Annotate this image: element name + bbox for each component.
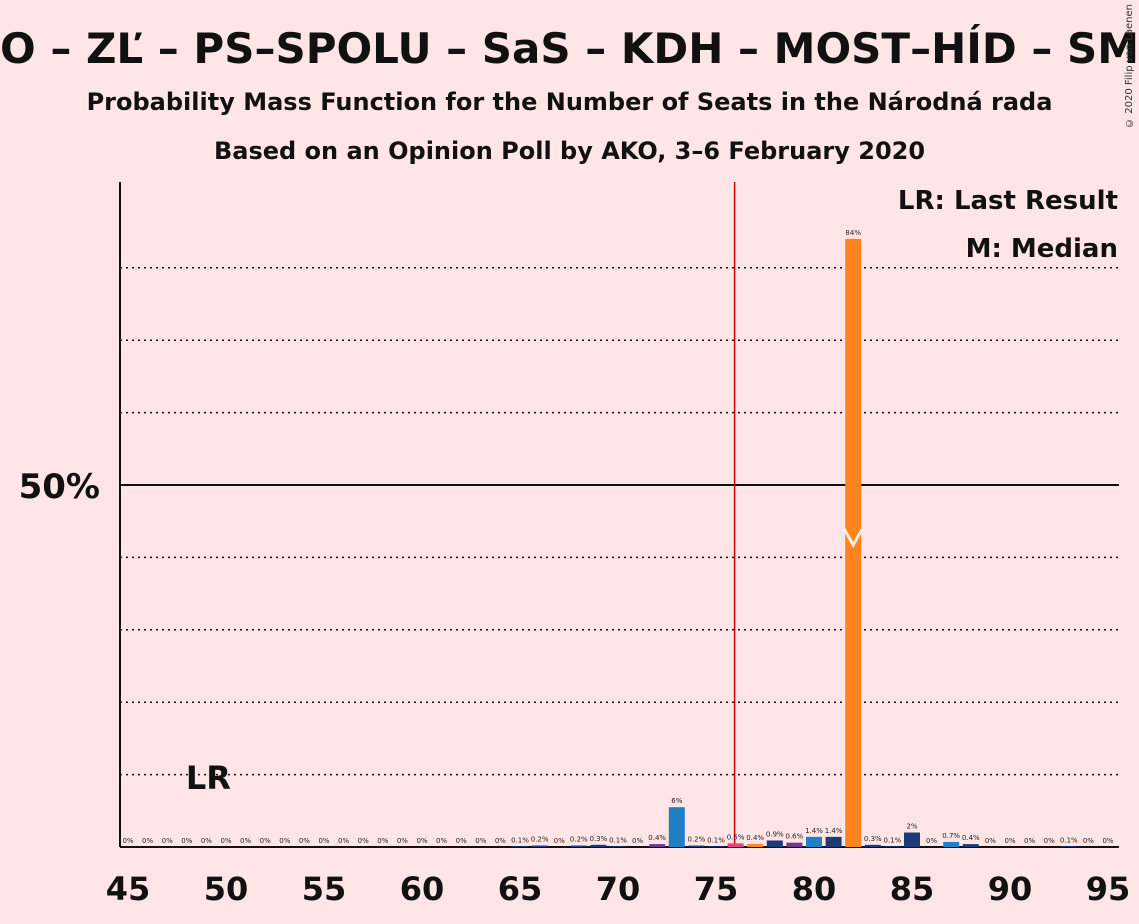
y-tick-label: 50% — [19, 467, 100, 507]
bar — [610, 846, 626, 847]
x-tick-label: 90 — [988, 870, 1033, 908]
bar — [806, 836, 822, 847]
bar — [904, 832, 920, 847]
last-result-label: LR — [186, 759, 231, 797]
bar-value-label: 0.1% — [511, 836, 529, 844]
bar-value-label: 0% — [1102, 837, 1113, 845]
legend-median: M: Median — [966, 234, 1118, 264]
bar-value-label: 0.2% — [688, 836, 706, 844]
bar-value-label: 0.4% — [962, 834, 980, 842]
bar-value-label: 0% — [554, 837, 565, 845]
bar-value-label: 0.4% — [746, 834, 764, 842]
bar-value-label: 0% — [318, 837, 329, 845]
bar-value-label: 0.2% — [570, 836, 588, 844]
bar-value-label: 0% — [495, 837, 506, 845]
bar — [884, 846, 901, 847]
x-tick-label: 45 — [106, 870, 151, 908]
x-tick-label: 95 — [1086, 870, 1131, 908]
bar — [766, 840, 783, 847]
x-tick-label: 70 — [596, 870, 641, 908]
bar — [786, 842, 803, 847]
bar — [649, 844, 666, 847]
bar — [962, 844, 979, 847]
bar-value-label: 0% — [1044, 837, 1055, 845]
legend-last-result: LR: Last Result — [898, 186, 1118, 216]
bar-value-label: 0.1% — [707, 836, 725, 844]
median-marker — [842, 528, 864, 549]
x-tick-label: 55 — [302, 870, 347, 908]
bar — [531, 845, 548, 847]
bar — [590, 844, 607, 847]
bar — [708, 846, 724, 847]
x-tick-label: 60 — [400, 870, 445, 908]
bar-value-label: 0.9% — [766, 830, 784, 838]
bar-value-label: 0.1% — [884, 836, 902, 844]
bar — [727, 843, 744, 847]
bar-value-label: 0% — [926, 837, 937, 845]
x-tick-label: 50 — [204, 870, 249, 908]
bar-value-label: 0% — [1083, 837, 1094, 845]
bar — [668, 807, 685, 847]
bar-value-label: 0% — [279, 837, 290, 845]
chart-subtitle: Probability Mass Function for the Number… — [86, 88, 1053, 116]
bar-value-label: 0.4% — [648, 834, 666, 842]
bar-value-label: 0% — [338, 837, 349, 845]
bar — [688, 845, 705, 847]
bar-value-label: 0% — [456, 837, 467, 845]
bar-value-label: 0% — [416, 837, 427, 845]
bar-value-label: 0% — [240, 837, 251, 845]
bar — [943, 841, 960, 847]
bar-value-label: 1.4% — [825, 827, 843, 835]
x-tick-label: 85 — [890, 870, 935, 908]
bar — [512, 846, 528, 847]
bar-value-label: 0% — [181, 837, 192, 845]
bar-value-label: 0.1% — [1060, 836, 1078, 844]
bar-value-label: 0% — [201, 837, 212, 845]
bar-value-label: 0% — [436, 837, 447, 845]
bar — [570, 845, 587, 847]
bar-value-label: 0% — [1024, 837, 1035, 845]
bar-value-label: 0% — [475, 837, 486, 845]
bar-value-label: 0% — [142, 837, 153, 845]
bar — [1060, 846, 1077, 847]
bar-value-label: 6% — [671, 797, 682, 805]
x-tick-label: 80 — [792, 870, 837, 908]
bar — [864, 844, 881, 847]
chart-title: O – ZĽ – PS–SPOLU – SaS – KDH – MOST–HÍD… — [0, 24, 1139, 73]
x-tick-label: 65 — [498, 870, 543, 908]
bar-value-label: 0.7% — [942, 832, 960, 840]
bar-value-label: 0% — [377, 837, 388, 845]
bar-value-label: 0% — [162, 837, 173, 845]
bar-value-label: 0.3% — [864, 835, 882, 843]
bar-value-label: 2% — [906, 823, 917, 831]
bar-value-label: 0% — [632, 837, 643, 845]
bar-value-label: 0% — [985, 837, 996, 845]
bar-value-label: 0% — [260, 837, 271, 845]
bar-value-label: 0.1% — [609, 836, 627, 844]
bar-value-label: 0% — [358, 837, 369, 845]
bar-value-label: 0.2% — [531, 836, 549, 844]
bar-value-label: 0.5% — [727, 833, 745, 841]
bar-value-label: 0% — [397, 837, 408, 845]
bar-value-label: 0% — [1004, 837, 1015, 845]
bar-value-label: 84% — [845, 229, 861, 237]
bar-value-label: 0% — [299, 837, 310, 845]
bar-value-label: 0.6% — [786, 833, 804, 841]
bar-value-label: 1.4% — [805, 827, 823, 835]
bar-value-label: 0.3% — [590, 835, 608, 843]
bar-value-label: 0% — [122, 837, 133, 845]
chart-source: Based on an Opinion Poll by AKO, 3–6 Feb… — [213, 137, 926, 165]
x-tick-label: 75 — [694, 870, 739, 908]
bar-value-label: 0% — [220, 837, 231, 845]
bar — [825, 836, 842, 847]
bar — [747, 844, 764, 847]
